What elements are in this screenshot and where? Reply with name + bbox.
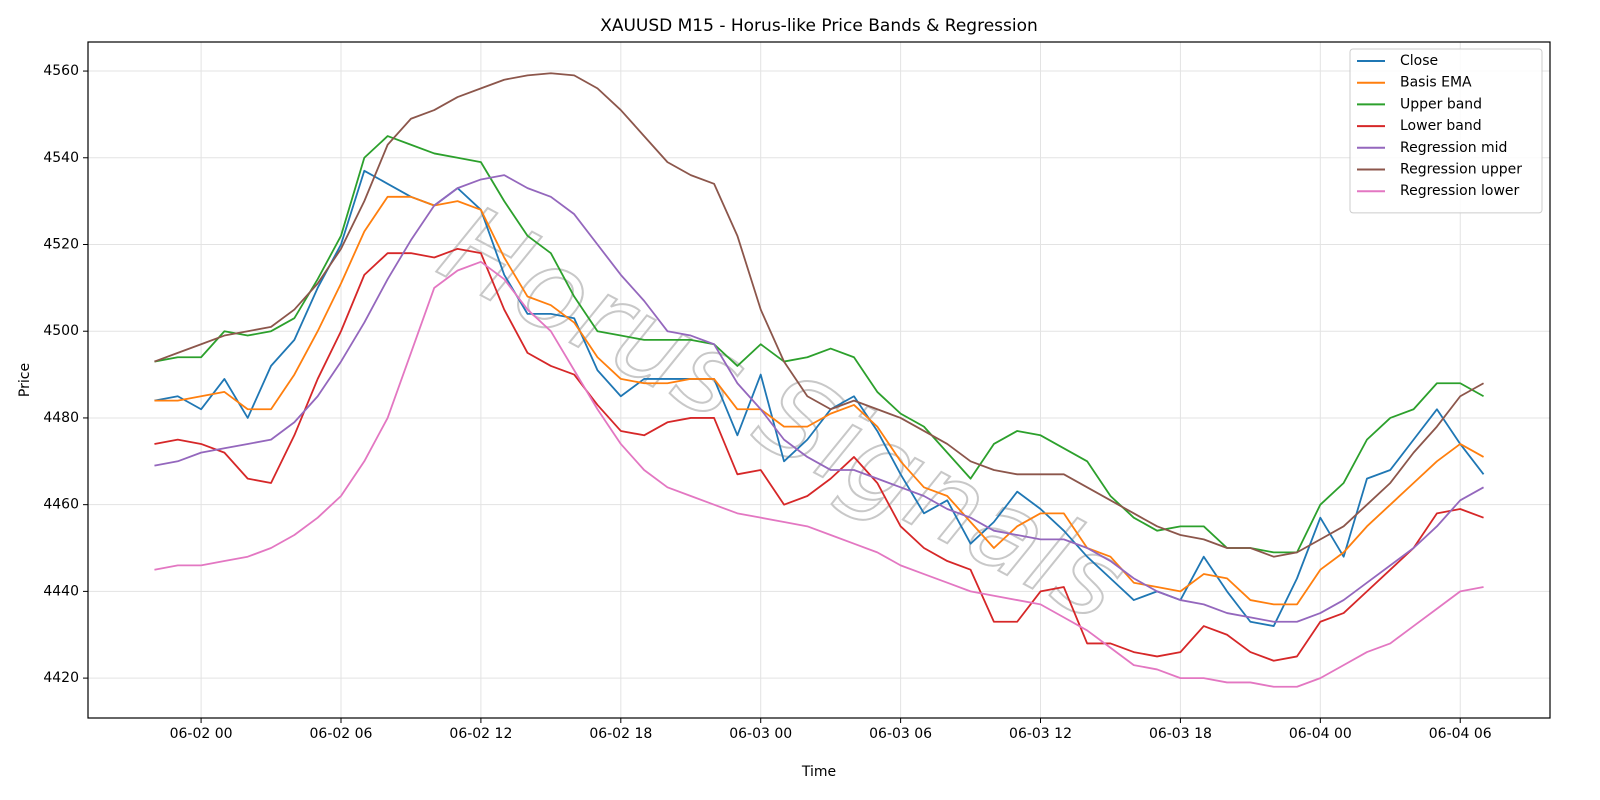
chart-title: XAUUSD M15 - Horus-like Price Bands & Re…	[600, 16, 1038, 36]
x-tick-label: 06-02 00	[170, 726, 233, 742]
legend-label: Upper band	[1400, 96, 1482, 112]
y-axis-label: Price	[17, 363, 33, 397]
plot-frame	[87, 41, 1551, 719]
legend-label: Regression lower	[1400, 183, 1520, 199]
axes: 4420 4440 4460 4480 4500 4520 4540 4560 06-02 00…	[43, 63, 1491, 742]
series-line	[154, 169, 1485, 627]
x-tick-label: 06-03 12	[1009, 726, 1072, 742]
legend-label: Basis EMA	[1400, 75, 1472, 91]
series-line	[154, 174, 1484, 623]
x-tick-label: 06-03 06	[869, 726, 932, 742]
y-tick-label: 4560	[43, 63, 79, 79]
y-tick-label: 4520	[43, 236, 79, 252]
y-tick-label: 4420	[43, 670, 79, 686]
series-line	[154, 260, 1484, 688]
y-tick-label: 4540	[43, 150, 79, 166]
x-tick-label: 06-03 00	[729, 726, 792, 742]
x-axis-label: Time	[801, 764, 836, 780]
series-line	[154, 135, 1484, 554]
legend-label: Regression upper	[1400, 162, 1522, 178]
legend-label: Regression mid	[1400, 140, 1507, 156]
y-tick-label: 4500	[43, 323, 79, 339]
y-tick-label: 4440	[43, 583, 79, 599]
y-tick-label: 4460	[43, 497, 79, 513]
x-tick-label: 06-04 06	[1429, 726, 1492, 742]
legend-label: Close	[1400, 53, 1438, 69]
x-tick-label: 06-02 12	[449, 726, 512, 742]
x-tick-label: 06-02 06	[310, 726, 373, 742]
series-line	[154, 72, 1484, 558]
x-tick-label: 06-04 00	[1289, 726, 1352, 742]
series-line	[154, 195, 1484, 606]
series-line	[154, 247, 1484, 662]
legend-box	[1349, 48, 1543, 214]
series-lines	[154, 72, 1485, 688]
x-tick-label: 06-03 18	[1149, 726, 1212, 742]
legend: Close Basis EMA Upper band Lower band Regres…	[1349, 48, 1543, 214]
x-tick-label: 06-02 18	[589, 726, 652, 742]
y-tick-label: 4480	[43, 410, 79, 426]
legend-label: Lower band	[1400, 118, 1482, 134]
